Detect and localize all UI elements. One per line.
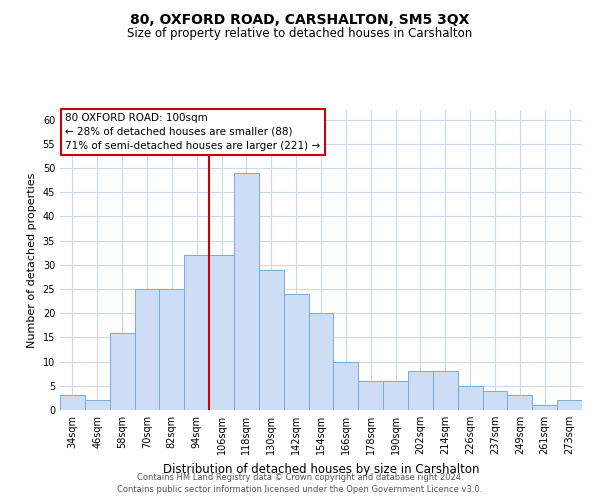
X-axis label: Distribution of detached houses by size in Carshalton: Distribution of detached houses by size … xyxy=(163,462,479,475)
Bar xyxy=(184,255,209,410)
Bar xyxy=(383,381,408,410)
Bar xyxy=(308,313,334,410)
Bar xyxy=(458,386,482,410)
Bar xyxy=(358,381,383,410)
Bar xyxy=(160,289,184,410)
Bar xyxy=(482,390,508,410)
Bar xyxy=(532,405,557,410)
Y-axis label: Number of detached properties: Number of detached properties xyxy=(27,172,37,348)
Bar xyxy=(433,372,458,410)
Text: Size of property relative to detached houses in Carshalton: Size of property relative to detached ho… xyxy=(127,28,473,40)
Bar xyxy=(209,255,234,410)
Bar xyxy=(60,396,85,410)
Bar xyxy=(508,396,532,410)
Bar xyxy=(284,294,308,410)
Bar xyxy=(134,289,160,410)
Bar xyxy=(85,400,110,410)
Text: Contains HM Land Registry data © Crown copyright and database right 2024.
Contai: Contains HM Land Registry data © Crown c… xyxy=(118,472,482,494)
Bar xyxy=(110,332,134,410)
Bar xyxy=(234,173,259,410)
Text: 80, OXFORD ROAD, CARSHALTON, SM5 3QX: 80, OXFORD ROAD, CARSHALTON, SM5 3QX xyxy=(130,12,470,26)
Bar xyxy=(557,400,582,410)
Bar xyxy=(408,372,433,410)
Text: 80 OXFORD ROAD: 100sqm
← 28% of detached houses are smaller (88)
71% of semi-det: 80 OXFORD ROAD: 100sqm ← 28% of detached… xyxy=(65,113,320,151)
Bar xyxy=(334,362,358,410)
Bar xyxy=(259,270,284,410)
